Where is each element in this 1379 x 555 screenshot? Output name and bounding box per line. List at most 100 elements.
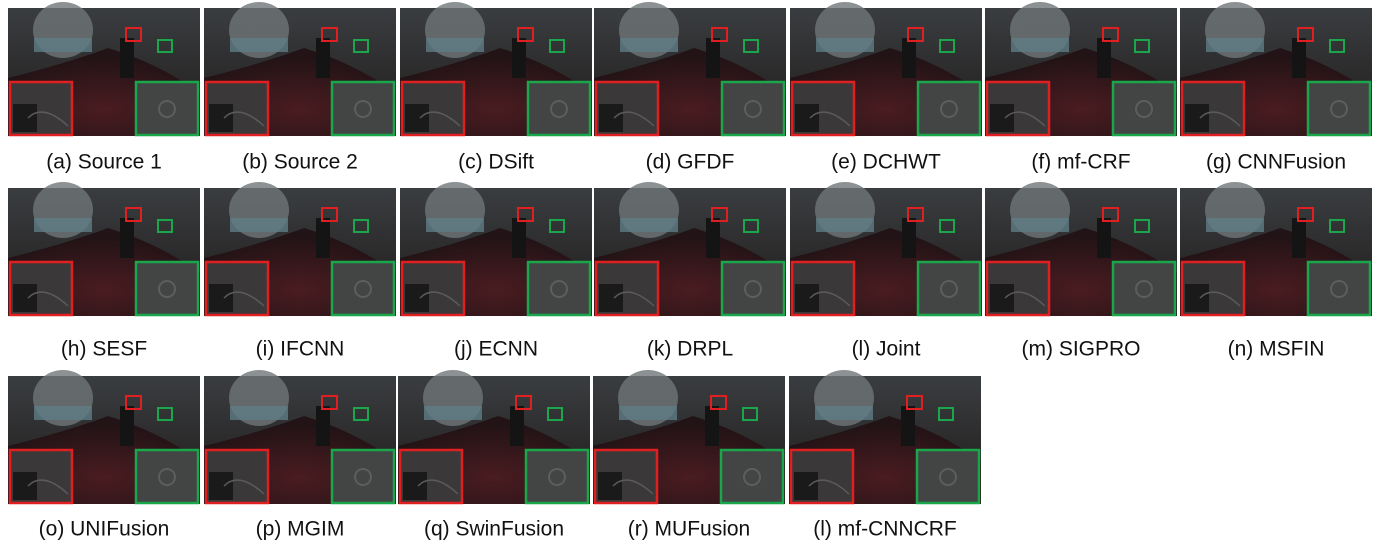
bottle-cap (1097, 218, 1111, 258)
inset-object (795, 104, 819, 132)
inset-object (209, 104, 233, 132)
inset-object (598, 472, 622, 500)
bottle-cap (705, 406, 719, 446)
panel (594, 2, 786, 136)
inset-object (209, 284, 233, 312)
bottle-cap (902, 218, 916, 258)
caption: (e) DCHWT (831, 151, 941, 174)
caption: (j) ECNN (454, 338, 538, 361)
caption: (h) SESF (61, 338, 147, 361)
green-inset (1113, 82, 1175, 135)
panel (8, 182, 200, 316)
inset-object (209, 472, 233, 500)
bottle-label (230, 38, 288, 52)
inset-object (403, 472, 427, 500)
bottle-label (1011, 218, 1069, 232)
panel (985, 2, 1177, 136)
green-inset (332, 450, 394, 503)
panel (400, 2, 592, 136)
bottle-label (230, 218, 288, 232)
panel (398, 370, 590, 504)
bottle-cap (1292, 218, 1306, 258)
bottle-cap (512, 218, 526, 258)
bottle-label (620, 218, 678, 232)
caption: (i) IFCNN (256, 338, 345, 361)
panel (1180, 2, 1372, 136)
caption: (l) mf-CNNCRF (813, 518, 956, 541)
green-inset (918, 82, 980, 135)
green-inset (136, 82, 198, 135)
green-inset (528, 262, 590, 315)
green-inset (918, 262, 980, 315)
panel (790, 182, 982, 316)
inset-object (13, 284, 37, 312)
panel (790, 2, 982, 136)
green-inset (526, 450, 588, 503)
inset-object (13, 104, 37, 132)
bottle-cap (120, 38, 134, 78)
inset-object (405, 104, 429, 132)
bottle-label (230, 406, 288, 420)
green-inset (1308, 262, 1370, 315)
caption: (c) DSift (458, 151, 534, 174)
panel (8, 370, 200, 504)
bottle-cap (120, 406, 134, 446)
inset-object (990, 284, 1014, 312)
caption: (a) Source 1 (46, 151, 162, 174)
caption: (o) UNIFusion (39, 518, 170, 541)
panel (985, 182, 1177, 316)
bottle-cap (901, 406, 915, 446)
bottle-cap (902, 38, 916, 78)
inset-object (1185, 104, 1209, 132)
bottle-label (424, 406, 482, 420)
bottle-label (619, 406, 677, 420)
panel (594, 182, 786, 316)
caption: (q) SwinFusion (424, 518, 564, 541)
green-inset (1308, 82, 1370, 135)
green-inset (332, 82, 394, 135)
bottle-cap (316, 218, 330, 258)
caption: (l) Joint (852, 338, 921, 361)
bottle-label (34, 38, 92, 52)
bottle-label (1011, 38, 1069, 52)
inset-object (599, 104, 623, 132)
bottle-cap (706, 38, 720, 78)
green-inset (136, 450, 198, 503)
caption: (r) MUFusion (628, 518, 751, 541)
bottle-label (815, 406, 873, 420)
caption: (m) SIGPRO (1022, 338, 1141, 361)
bottle-cap (1292, 38, 1306, 78)
bottle-cap (706, 218, 720, 258)
bottle-cap (1097, 38, 1111, 78)
bottle-label (426, 218, 484, 232)
caption: (g) CNNFusion (1206, 151, 1346, 174)
bottle-cap (120, 218, 134, 258)
bottle-cap (316, 38, 330, 78)
caption: (n) MSFIN (1228, 338, 1325, 361)
bottle-label (34, 218, 92, 232)
bottle-label (426, 38, 484, 52)
bottle-cap (512, 38, 526, 78)
panel (1180, 182, 1372, 316)
bottle-cap (510, 406, 524, 446)
caption: (d) GFDF (646, 151, 735, 174)
panel (400, 182, 592, 316)
panel (8, 2, 200, 136)
panel (593, 370, 785, 504)
bottle-label (1206, 38, 1264, 52)
bottle-label (816, 38, 874, 52)
inset-object (794, 472, 818, 500)
inset-object (405, 284, 429, 312)
caption: (p) MGIM (256, 518, 345, 541)
green-inset (917, 450, 979, 503)
bottle-cap (316, 406, 330, 446)
bottle-label (816, 218, 874, 232)
panel (789, 370, 981, 504)
green-inset (721, 450, 783, 503)
inset-object (1185, 284, 1209, 312)
green-inset (136, 262, 198, 315)
inset-object (795, 284, 819, 312)
green-inset (722, 262, 784, 315)
bottle-label (1206, 218, 1264, 232)
green-inset (528, 82, 590, 135)
